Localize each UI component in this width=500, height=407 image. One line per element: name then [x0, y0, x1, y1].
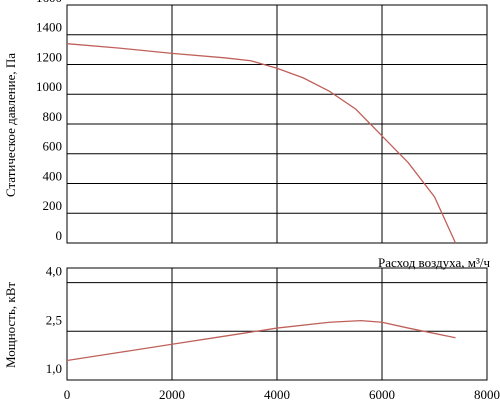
y-tick-label: 4,0 [46, 264, 62, 279]
y-tick-label: 2,5 [46, 312, 62, 327]
x-tick-label: 0 [64, 387, 71, 402]
y-tick-label: 1600 [36, 0, 62, 5]
x-tick-label: 8000 [474, 387, 500, 402]
x-axis-title: Расход воздуха, м³/ч [378, 255, 490, 270]
data-line [66, 43, 457, 244]
y-tick-label: 0 [56, 228, 63, 243]
y-tick-label: 1400 [36, 20, 62, 35]
y-tick-label: 400 [43, 168, 63, 183]
y-tick-label: 200 [43, 198, 63, 213]
y-tick-label: 1000 [36, 79, 62, 94]
x-tick-label: 6000 [369, 387, 395, 402]
y-tick-label: 1,0 [46, 361, 62, 376]
y-axis-title: Статическое давление, Па [3, 53, 18, 197]
y-tick-label: 1200 [36, 49, 62, 64]
y-tick-label: 800 [43, 109, 63, 124]
data-line [66, 319, 456, 362]
y-axis-title: Мощность, кВт [3, 282, 18, 368]
x-tick-label: 4000 [264, 387, 290, 402]
x-tick-label: 2000 [159, 387, 185, 402]
y-tick-label: 600 [43, 139, 63, 154]
